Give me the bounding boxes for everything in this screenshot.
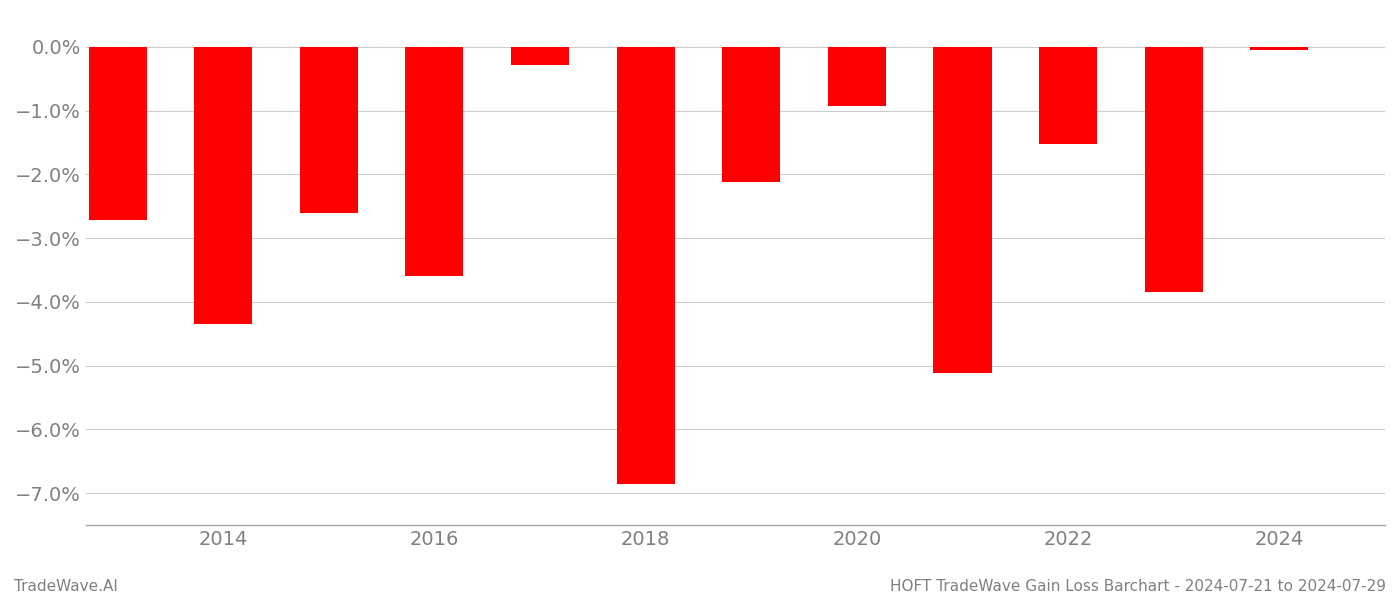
Bar <box>934 47 991 373</box>
Bar <box>195 47 252 324</box>
Text: HOFT TradeWave Gain Loss Barchart - 2024-07-21 to 2024-07-29: HOFT TradeWave Gain Loss Barchart - 2024… <box>890 579 1386 594</box>
Bar <box>300 47 358 212</box>
Bar <box>1145 47 1203 292</box>
Bar <box>1250 47 1309 50</box>
Bar <box>1039 47 1098 144</box>
Bar <box>511 47 568 65</box>
Bar <box>406 47 463 277</box>
Bar <box>722 47 780 182</box>
Bar <box>827 47 886 106</box>
Bar <box>88 47 147 220</box>
Text: TradeWave.AI: TradeWave.AI <box>14 579 118 594</box>
Bar <box>616 47 675 484</box>
